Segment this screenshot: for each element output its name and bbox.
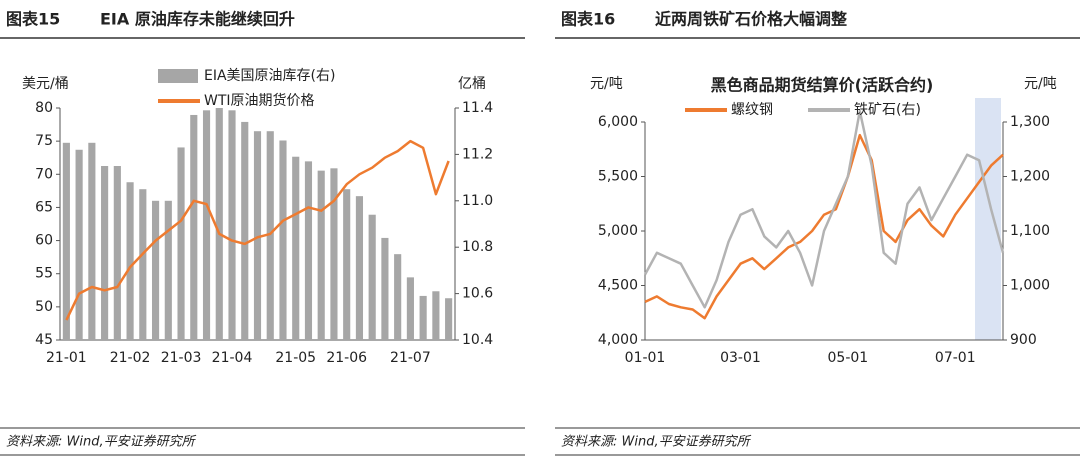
- series-line: [643, 109, 1005, 309]
- bar: [368, 214, 376, 340]
- bar: [113, 166, 121, 340]
- bar: [139, 189, 147, 340]
- y2-tick-label: 1,200: [1010, 169, 1050, 185]
- chart-title: 黑色商品期货结算价(活跃合约): [711, 76, 934, 95]
- bar: [62, 142, 70, 340]
- bar: [101, 166, 109, 340]
- bar: [355, 196, 364, 340]
- y2-axis-title: 亿桶: [458, 76, 486, 92]
- legend-swatch: [158, 69, 198, 83]
- bar: [445, 298, 453, 340]
- bar: [394, 254, 402, 340]
- source-note: 资料来源: Wind,平安证券研究所: [6, 434, 197, 450]
- bar: [304, 161, 313, 340]
- bar: [177, 147, 185, 340]
- bar: [419, 295, 427, 340]
- x-tick-label: 21-06: [326, 350, 367, 366]
- panel-number: 图表16: [561, 10, 615, 29]
- bar: [190, 114, 198, 341]
- bar: [215, 108, 223, 340]
- bar: [75, 149, 83, 340]
- y-tick-label: 5,500: [598, 169, 638, 185]
- y2-tick-label: 1,300: [1010, 114, 1050, 130]
- y-tick-label: 6,000: [598, 114, 638, 130]
- source-note: 资料来源: Wind,平安证券研究所: [561, 434, 752, 450]
- y-tick-label: 4,000: [598, 332, 638, 348]
- x-tick-label: 21-03: [161, 350, 202, 366]
- x-tick-label: 05-01: [828, 350, 869, 366]
- y-tick-label: 75: [35, 133, 53, 149]
- y2-tick-label: 1,100: [1010, 223, 1050, 239]
- y-tick-label: 5,000: [598, 223, 638, 239]
- panel-heading: EIA 原油库存未能继续回升: [100, 10, 295, 29]
- bar: [88, 142, 96, 340]
- x-tick-label: 21-01: [46, 350, 87, 366]
- bar: [432, 291, 440, 340]
- y2-tick-label: 1,000: [1010, 278, 1050, 294]
- x-tick-label: 07-01: [935, 350, 976, 366]
- y-tick-label: 60: [35, 233, 53, 249]
- y-tick-label: 65: [35, 199, 53, 215]
- y-tick-label: 55: [35, 266, 53, 282]
- y2-tick-label: 10.4: [462, 332, 493, 348]
- legend-label: WTI原油期货价格: [204, 92, 315, 109]
- y-tick-label: 45: [35, 332, 53, 348]
- bar: [126, 182, 134, 340]
- y2-tick-label: 11.2: [462, 146, 493, 162]
- y2-tick-label: 11.0: [462, 193, 493, 209]
- bar: [266, 131, 274, 340]
- y-tick-label: 80: [35, 100, 53, 116]
- panel-heading: 近两周铁矿石价格大幅调整: [655, 10, 847, 29]
- bar: [164, 200, 172, 340]
- legend-label: 螺纹钢: [731, 102, 773, 118]
- y2-tick-label: 10.6: [462, 286, 493, 302]
- bar: [279, 140, 287, 340]
- x-tick-label: 21-04: [212, 350, 253, 366]
- x-tick-label: 21-02: [110, 350, 151, 366]
- x-tick-label: 21-05: [275, 350, 316, 366]
- highlight-band: [975, 98, 1001, 340]
- bar: [317, 170, 325, 340]
- y2-tick-label: 11.4: [462, 100, 493, 116]
- bar: [330, 168, 338, 340]
- bar: [292, 156, 300, 340]
- bar: [202, 110, 211, 340]
- bar: [406, 277, 414, 340]
- legend-label: EIA美国原油库存(右): [204, 68, 335, 84]
- bar: [151, 200, 160, 340]
- bar: [228, 110, 236, 340]
- y-axis-title: 美元/桶: [22, 76, 69, 92]
- y-tick-label: 50: [35, 299, 53, 315]
- x-tick-label: 03-01: [720, 350, 761, 366]
- y2-tick-label: 10.8: [462, 239, 493, 255]
- series-line: [644, 133, 1004, 320]
- bar: [381, 237, 389, 340]
- bar: [343, 189, 351, 340]
- legend-label: 铁矿石(右): [854, 102, 921, 118]
- panel-number: 图表15: [6, 10, 60, 29]
- bar: [253, 131, 262, 340]
- x-tick-label: 21-07: [390, 350, 431, 366]
- series-line: [65, 139, 450, 321]
- x-tick-label: 01-01: [625, 350, 666, 366]
- bar: [241, 121, 249, 340]
- y-tick-label: 4,500: [598, 278, 638, 294]
- y2-axis-title: 元/吨: [1024, 76, 1057, 92]
- y-axis-title: 元/吨: [590, 76, 623, 92]
- y2-tick-label: 900: [1010, 332, 1037, 348]
- y-tick-label: 70: [35, 166, 53, 182]
